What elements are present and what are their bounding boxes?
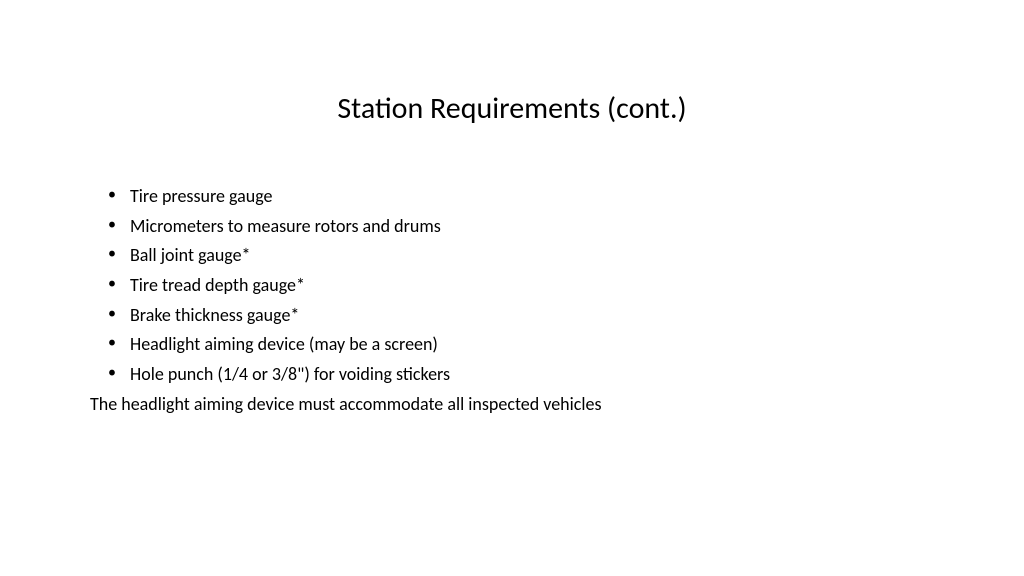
list-item: Brake thickness gauge* <box>90 301 934 331</box>
list-item: Micrometers to measure rotors and drums <box>90 212 934 242</box>
list-item: Tire tread depth gauge* <box>90 271 934 301</box>
list-item: Ball joint gauge* <box>90 241 934 271</box>
slide-container: Station Requirements (cont.) Tire pressu… <box>0 0 1024 576</box>
slide-content: Tire pressure gauge Micrometers to measu… <box>90 182 934 420</box>
slide-title: Station Requirements (cont.) <box>90 90 934 127</box>
list-item: Headlight aiming device (may be a screen… <box>90 330 934 360</box>
list-item: Hole punch (1/4 or 3/8") for voiding sti… <box>90 360 934 390</box>
bullet-list: Tire pressure gauge Micrometers to measu… <box>90 182 934 390</box>
list-item: Tire pressure gauge <box>90 182 934 212</box>
footer-note: The headlight aiming device must accommo… <box>90 390 934 420</box>
